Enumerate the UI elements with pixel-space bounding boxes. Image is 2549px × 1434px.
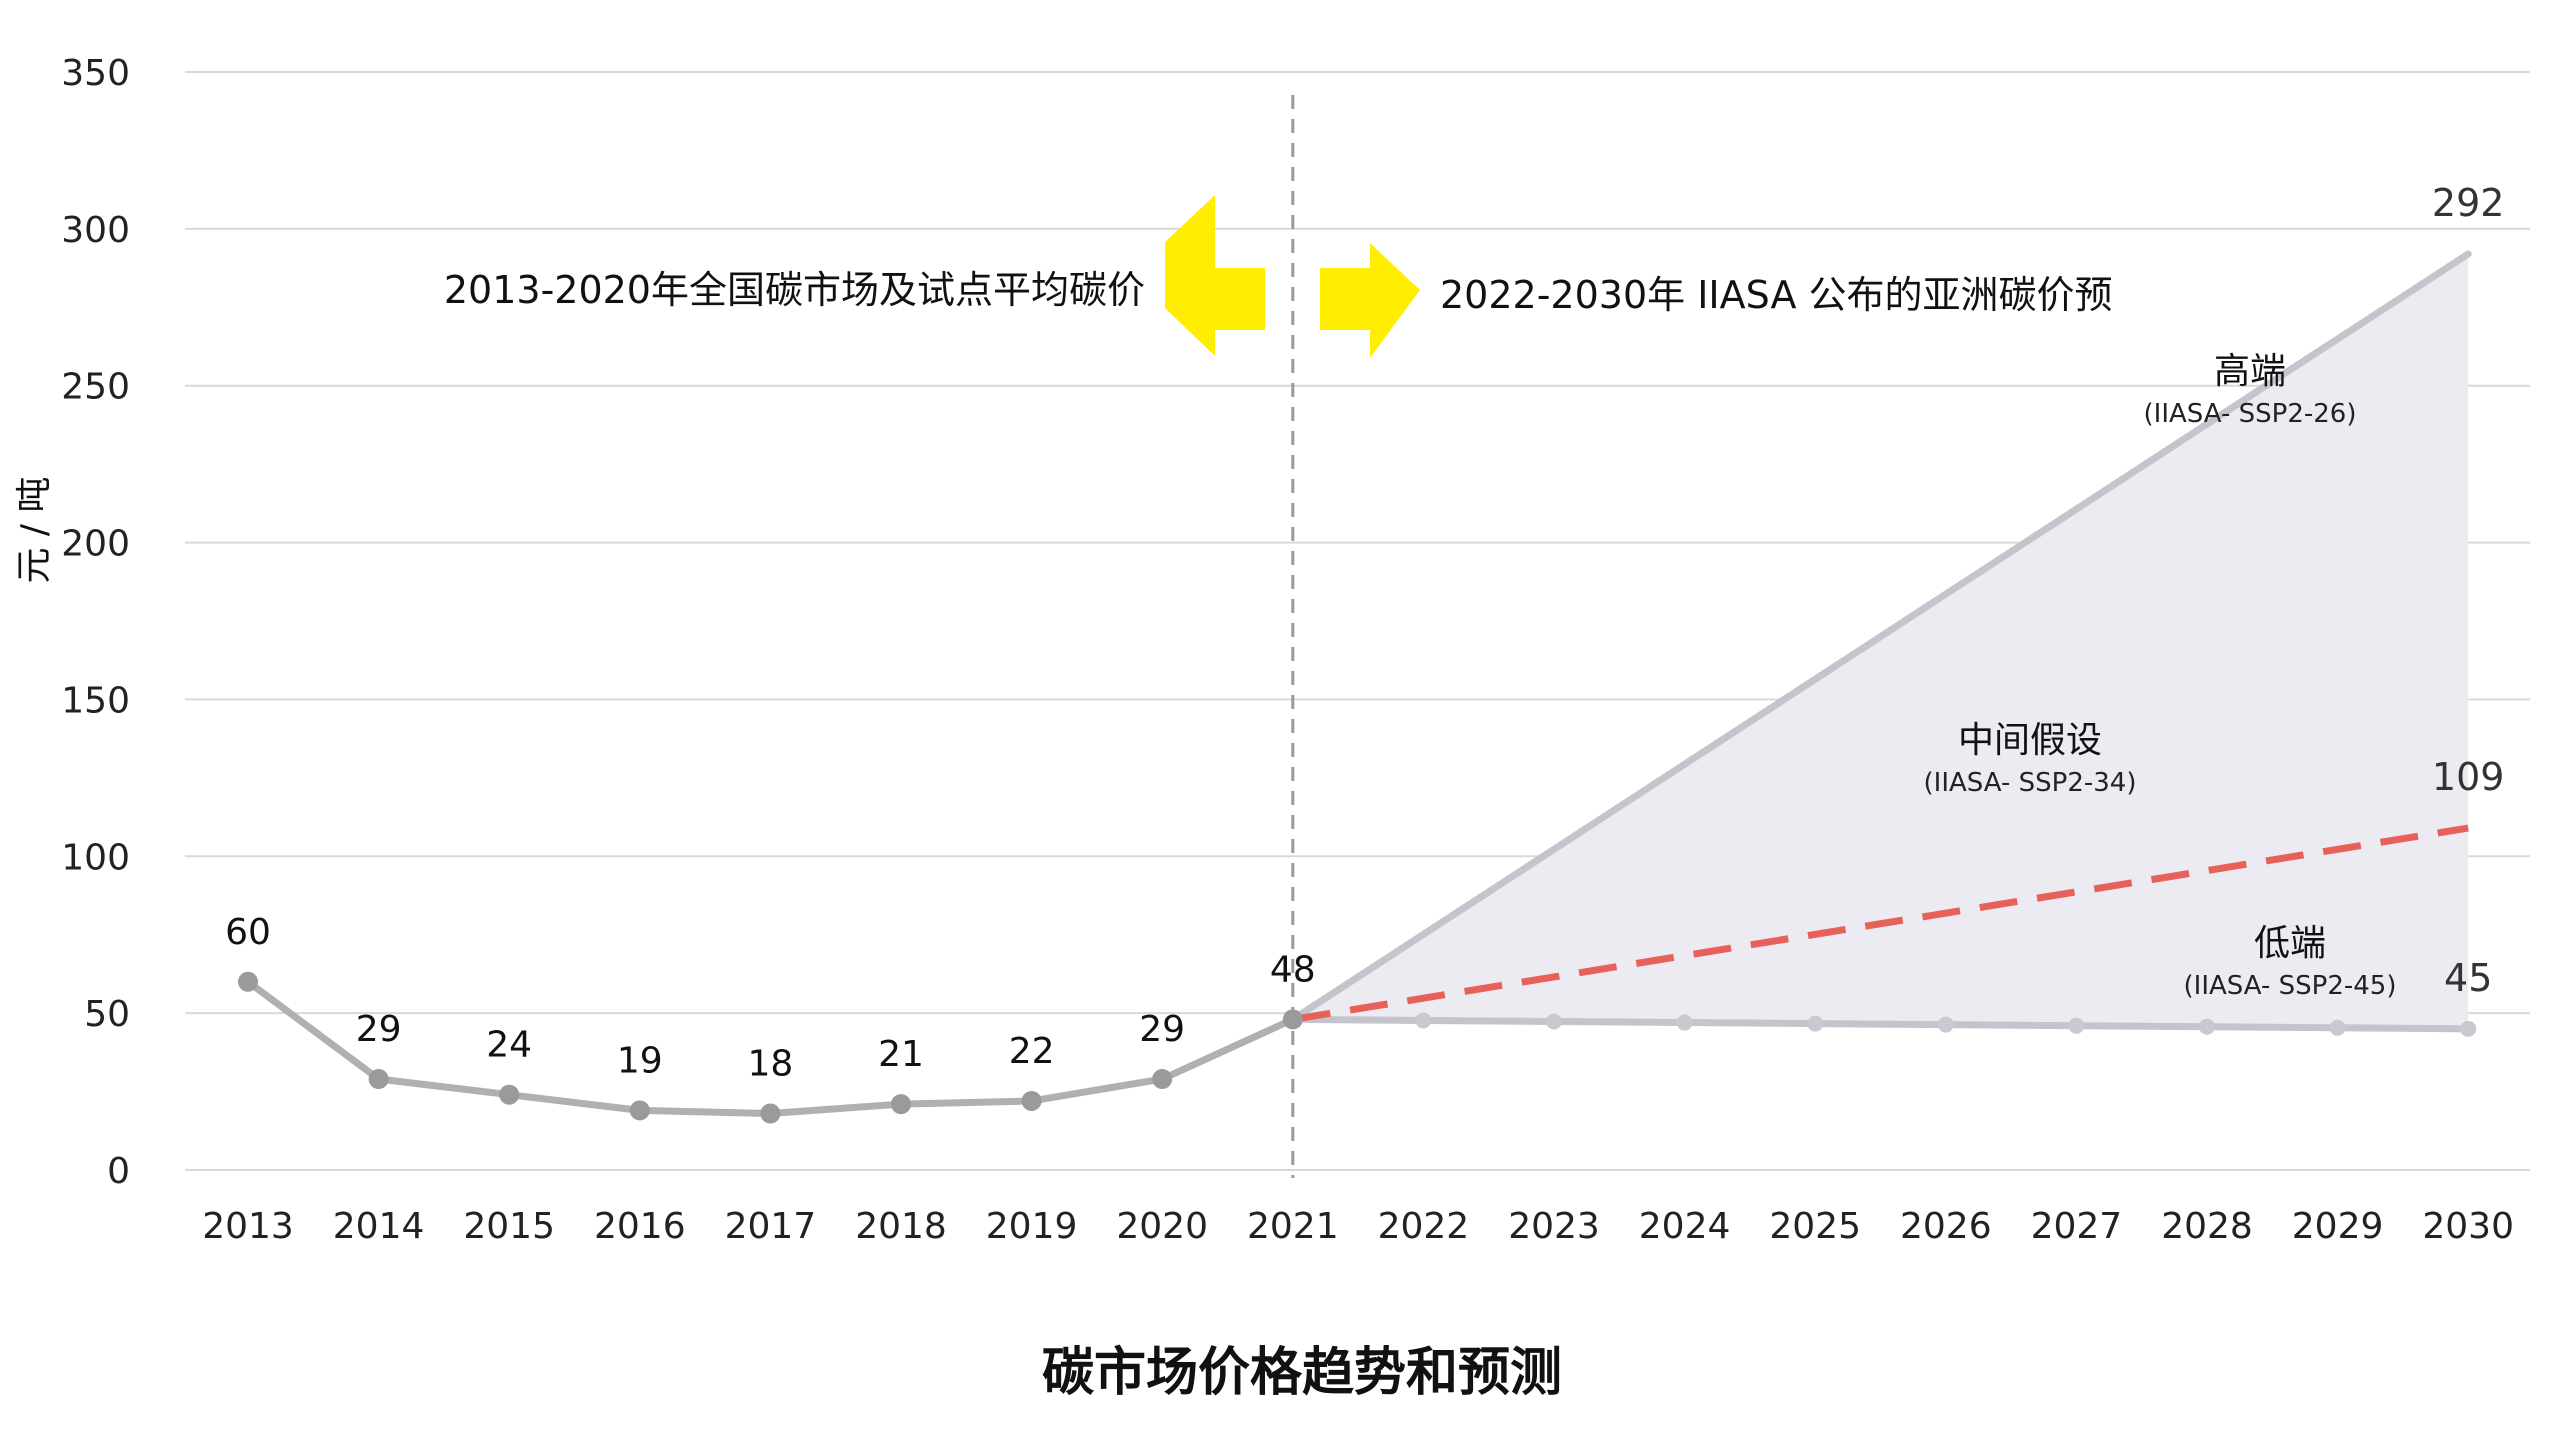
mid-end-label: 109 [2432,755,2505,799]
data-label-2021: 48 [1270,949,1316,990]
low-end-label: 45 [2444,956,2492,1000]
low-scenario-line [1289,1015,2472,1033]
x-tick-2018: 2018 [855,1206,947,1247]
low-scenario-point-2030 [2460,1020,2477,1037]
x-tick-2029: 2029 [2292,1206,2384,1247]
x-tick-2024: 2024 [1639,1206,1731,1247]
data-label-2018: 21 [878,1034,924,1075]
x-tick-2028: 2028 [2161,1206,2253,1247]
low-scenario-point-2022 [1415,1012,1432,1029]
high-end-label: 292 [2432,181,2505,225]
x-tick-2025: 2025 [1769,1206,1861,1247]
mid-scenario-line [1292,824,2469,1023]
low-scenario-name: 低端 [2254,923,2326,964]
historical-point-2017 [760,1103,781,1124]
annotation-right: 2022-2030年 IIASA 公布的亚洲碳价预 [1440,273,2113,317]
grid: 0 50 100 150 200 250 300 350 2013 2014 2015 2016 201… [14,53,2530,1247]
high-scenario-sub: (IIASA- SSP2-26) [2144,399,2357,429]
x-tick-2019: 2019 [986,1206,1078,1247]
x-tick-2027: 2027 [2031,1206,2123,1247]
y-tick-100: 100 [61,837,130,878]
data-label-2020: 29 [1139,1009,1185,1050]
y-tick-50: 50 [84,994,130,1035]
annotation-left: 2013-2020年全国碳市场及试点平均碳价 [444,268,1145,312]
data-label-2017: 18 [747,1044,793,1085]
data-label-2015: 24 [486,1025,532,1066]
y-tick-0: 0 [107,1151,130,1192]
low-scenario-sub: (IIASA- SSP2-45) [2184,971,2397,1001]
x-tick-2015: 2015 [463,1206,555,1247]
x-tick-2016: 2016 [594,1206,686,1247]
data-label-2016: 19 [617,1040,663,1081]
y-tick-150: 150 [61,680,130,721]
low-scenario-point-2023 [1546,1013,1562,1030]
x-tick-2013: 2013 [202,1206,294,1247]
y-tick-200: 200 [61,524,130,565]
historical-point-2014 [368,1069,389,1090]
x-tick-2026: 2026 [1900,1206,1992,1247]
x-tick-2020: 2020 [1116,1206,1208,1247]
low-scenario-point-2025 [1807,1015,1824,1032]
high-scenario-name: 高端 [2214,351,2286,392]
low-scenario-point-2024 [1676,1014,1693,1031]
left-arrow-icon [1165,195,1265,356]
x-tick-2017: 2017 [725,1206,817,1247]
mid-scenario-name: 中间假设 [1958,720,2102,761]
high-scenario-line [1289,250,2472,1023]
low-scenario-point-2028 [2199,1018,2215,1035]
x-tick-2021: 2021 [1247,1206,1339,1247]
data-label-2013: 60 [225,912,271,953]
x-tick-2014: 2014 [333,1206,425,1247]
right-arrow-icon [1320,243,1420,358]
historical-point-2021 [1282,1009,1303,1030]
low-scenario-point-2026 [1937,1016,1954,1033]
mid-scenario-sub: (IIASA- SSP2-34) [1924,768,2137,798]
x-tick-2022: 2022 [1378,1206,1470,1247]
y-tick-300: 300 [61,210,130,251]
historical-point-2019 [1021,1090,1042,1111]
low-scenario-point-2029 [2329,1019,2346,1036]
data-label-2019: 22 [1009,1031,1055,1072]
chart-title: 碳市场价格趋势和预测 [1042,1343,1562,1403]
historical-point-2013 [238,971,258,992]
series-markers [238,971,2477,1124]
data-label-2014: 29 [356,1009,402,1050]
x-tick-2023: 2023 [1508,1206,1600,1247]
historical-point-2018 [891,1094,911,1115]
x-tick-2030: 2030 [2422,1206,2514,1247]
y-axis-label: 元 / 吨 [14,476,55,583]
historical-point-2020 [1152,1069,1173,1090]
labels: 60 29 24 19 18 21 22 29 48 292 109 45 高端 (IIASA- SSP2… [225,181,2504,1403]
historical-point-2015 [499,1084,520,1105]
arrows [1165,195,1420,358]
historical-point-2016 [629,1100,650,1121]
low-scenario-point-2027 [2068,1017,2085,1034]
y-tick-250: 250 [61,367,130,408]
y-tick-350: 350 [61,53,130,94]
